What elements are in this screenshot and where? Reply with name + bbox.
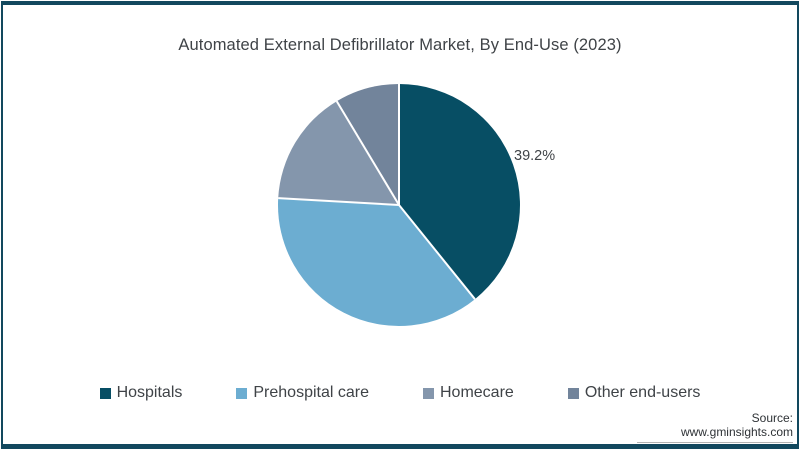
legend-swatch-homecare <box>423 387 434 399</box>
pie-slice-prehospital-care <box>277 198 475 326</box>
slice-separator <box>335 100 400 206</box>
legend-swatch-hospitals <box>99 387 111 399</box>
data-label-hospitals: 39.2% <box>514 148 556 164</box>
slice-separator <box>398 204 476 300</box>
pie-slice-other-end-users <box>336 84 399 205</box>
legend-label-hospitals: Hospitals <box>116 384 183 401</box>
pie-chart-svg <box>277 84 520 326</box>
legend-item-hospitals: Hospitals <box>99 384 183 402</box>
pie-slice-hospitals <box>399 84 520 300</box>
legend-swatch-other-end-users <box>567 387 579 399</box>
legend-item-homecare: Homecare <box>423 384 514 402</box>
pie-chart <box>277 83 521 327</box>
legend-item-prehospital-care: Prehospital care <box>236 384 369 402</box>
legend-label-other-end-users: Other end-users <box>584 384 701 401</box>
legend: Hospitals Prehospital care Homecare Othe… <box>0 384 800 402</box>
legend-label-homecare: Homecare <box>440 384 514 401</box>
slice-separator <box>278 197 400 206</box>
legend-item-other-end-users: Other end-users <box>567 384 701 402</box>
legend-label-prehospital-care: Prehospital care <box>253 384 369 401</box>
source-note: Source: www.gminsights.com <box>637 411 793 443</box>
pie-slice-homecare <box>278 101 399 205</box>
legend-swatch-prehospital-care <box>236 387 248 399</box>
chart-title: Automated External Defibrillator Market,… <box>178 36 622 54</box>
